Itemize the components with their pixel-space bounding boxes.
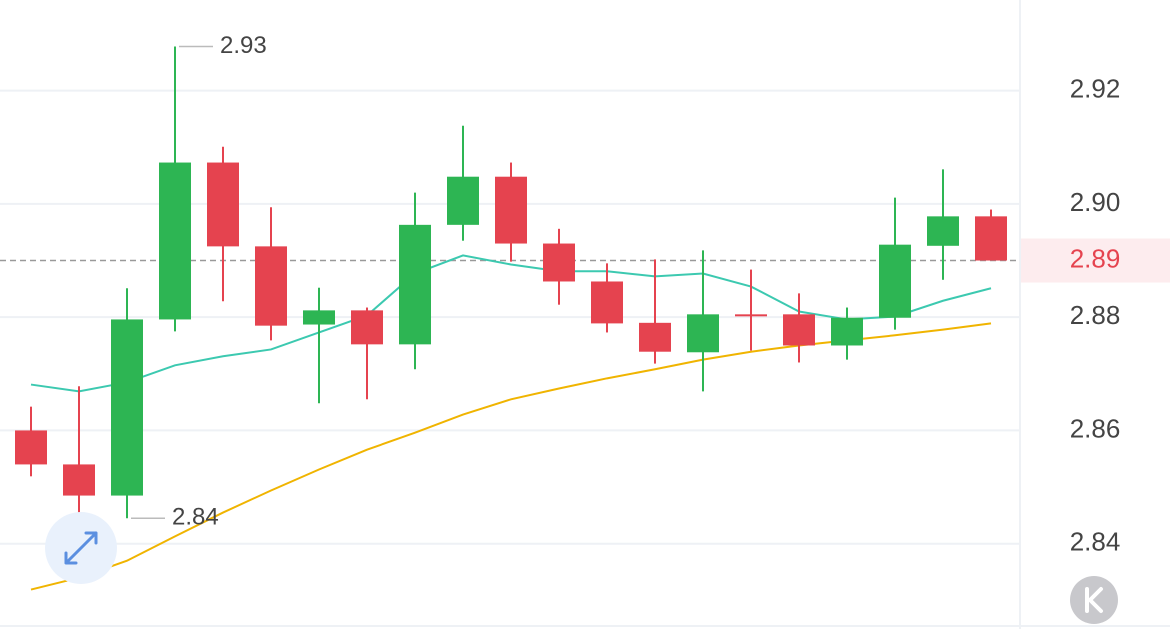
y-tick-label: 2.86	[1070, 413, 1121, 443]
moving-average-line	[30, 254, 992, 393]
candle-body	[735, 314, 767, 317]
candle-body	[879, 244, 911, 318]
candle-body	[975, 216, 1007, 261]
low-label: 2.84	[172, 504, 219, 531]
candle-body	[255, 246, 287, 326]
candle-body	[543, 243, 575, 282]
candle-body	[351, 310, 383, 345]
y-tick-label: 2.92	[1070, 73, 1121, 103]
candle-body	[15, 430, 47, 465]
plot: 2.84 2.86 2.88 2.90 2.92 2.89 2.93 2.84	[0, 32, 1170, 591]
candle-body	[159, 162, 191, 320]
kline-circle[interactable]	[1070, 576, 1118, 624]
candle-body	[63, 464, 95, 496]
axis-panel	[1020, 0, 1170, 629]
candle-body	[687, 314, 719, 353]
candle-body	[447, 176, 479, 225]
expand-icon[interactable]	[64, 531, 98, 565]
y-tick-label: 2.90	[1070, 187, 1121, 217]
candle-body	[831, 317, 863, 346]
y-tick-label: 2.88	[1070, 300, 1121, 330]
high-label: 2.93	[220, 32, 267, 59]
kline-icon[interactable]	[1085, 587, 1103, 613]
candle-body	[495, 176, 527, 244]
candle-body	[399, 224, 431, 345]
moving-average-line	[30, 322, 992, 591]
candle-body	[639, 322, 671, 352]
last-price-bg	[1021, 238, 1170, 283]
candle-body	[783, 314, 815, 346]
candle-body	[303, 310, 335, 325]
candle-body	[207, 162, 239, 247]
last-price-label: 2.89	[1070, 243, 1121, 273]
candle-body	[591, 281, 623, 324]
expand-button[interactable]	[45, 512, 117, 584]
kline-button[interactable]	[1070, 576, 1118, 624]
y-tick-label: 2.84	[1070, 527, 1121, 557]
candle-body	[927, 216, 959, 246]
candle-body	[111, 319, 143, 496]
